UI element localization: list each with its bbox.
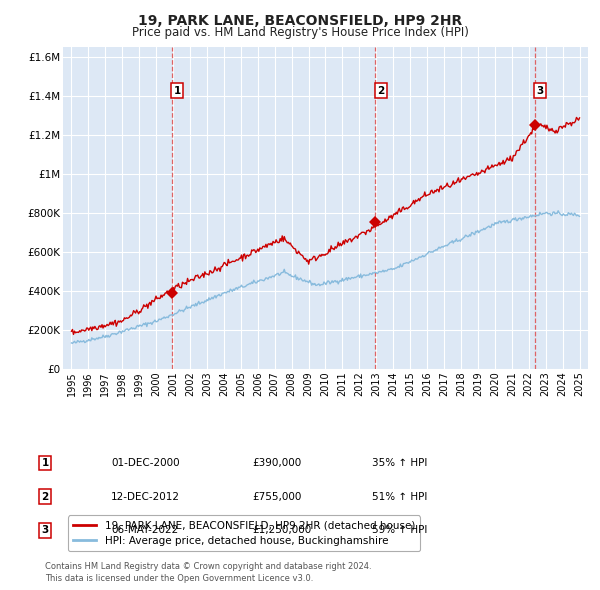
Text: Contains HM Land Registry data © Crown copyright and database right 2024.
This d: Contains HM Land Registry data © Crown c… bbox=[45, 562, 371, 583]
Text: 12-DEC-2012: 12-DEC-2012 bbox=[111, 492, 180, 502]
Text: 3: 3 bbox=[536, 86, 544, 96]
Text: 35% ↑ HPI: 35% ↑ HPI bbox=[372, 458, 427, 468]
Text: 2: 2 bbox=[41, 492, 49, 502]
Text: £390,000: £390,000 bbox=[252, 458, 301, 468]
Text: 3: 3 bbox=[41, 526, 49, 535]
Text: 19, PARK LANE, BEACONSFIELD, HP9 2HR: 19, PARK LANE, BEACONSFIELD, HP9 2HR bbox=[138, 14, 462, 28]
Legend: 19, PARK LANE, BEACONSFIELD, HP9 2HR (detached house), HPI: Average price, detac: 19, PARK LANE, BEACONSFIELD, HP9 2HR (de… bbox=[68, 516, 420, 551]
Text: £1,250,000: £1,250,000 bbox=[252, 526, 311, 535]
Text: 06-MAY-2022: 06-MAY-2022 bbox=[111, 526, 178, 535]
Text: £755,000: £755,000 bbox=[252, 492, 301, 502]
Text: 2: 2 bbox=[377, 86, 385, 96]
Text: 59% ↑ HPI: 59% ↑ HPI bbox=[372, 526, 427, 535]
Text: Price paid vs. HM Land Registry's House Price Index (HPI): Price paid vs. HM Land Registry's House … bbox=[131, 26, 469, 39]
Text: 01-DEC-2000: 01-DEC-2000 bbox=[111, 458, 179, 468]
Text: 51% ↑ HPI: 51% ↑ HPI bbox=[372, 492, 427, 502]
Text: 1: 1 bbox=[41, 458, 49, 468]
Text: 1: 1 bbox=[173, 86, 181, 96]
